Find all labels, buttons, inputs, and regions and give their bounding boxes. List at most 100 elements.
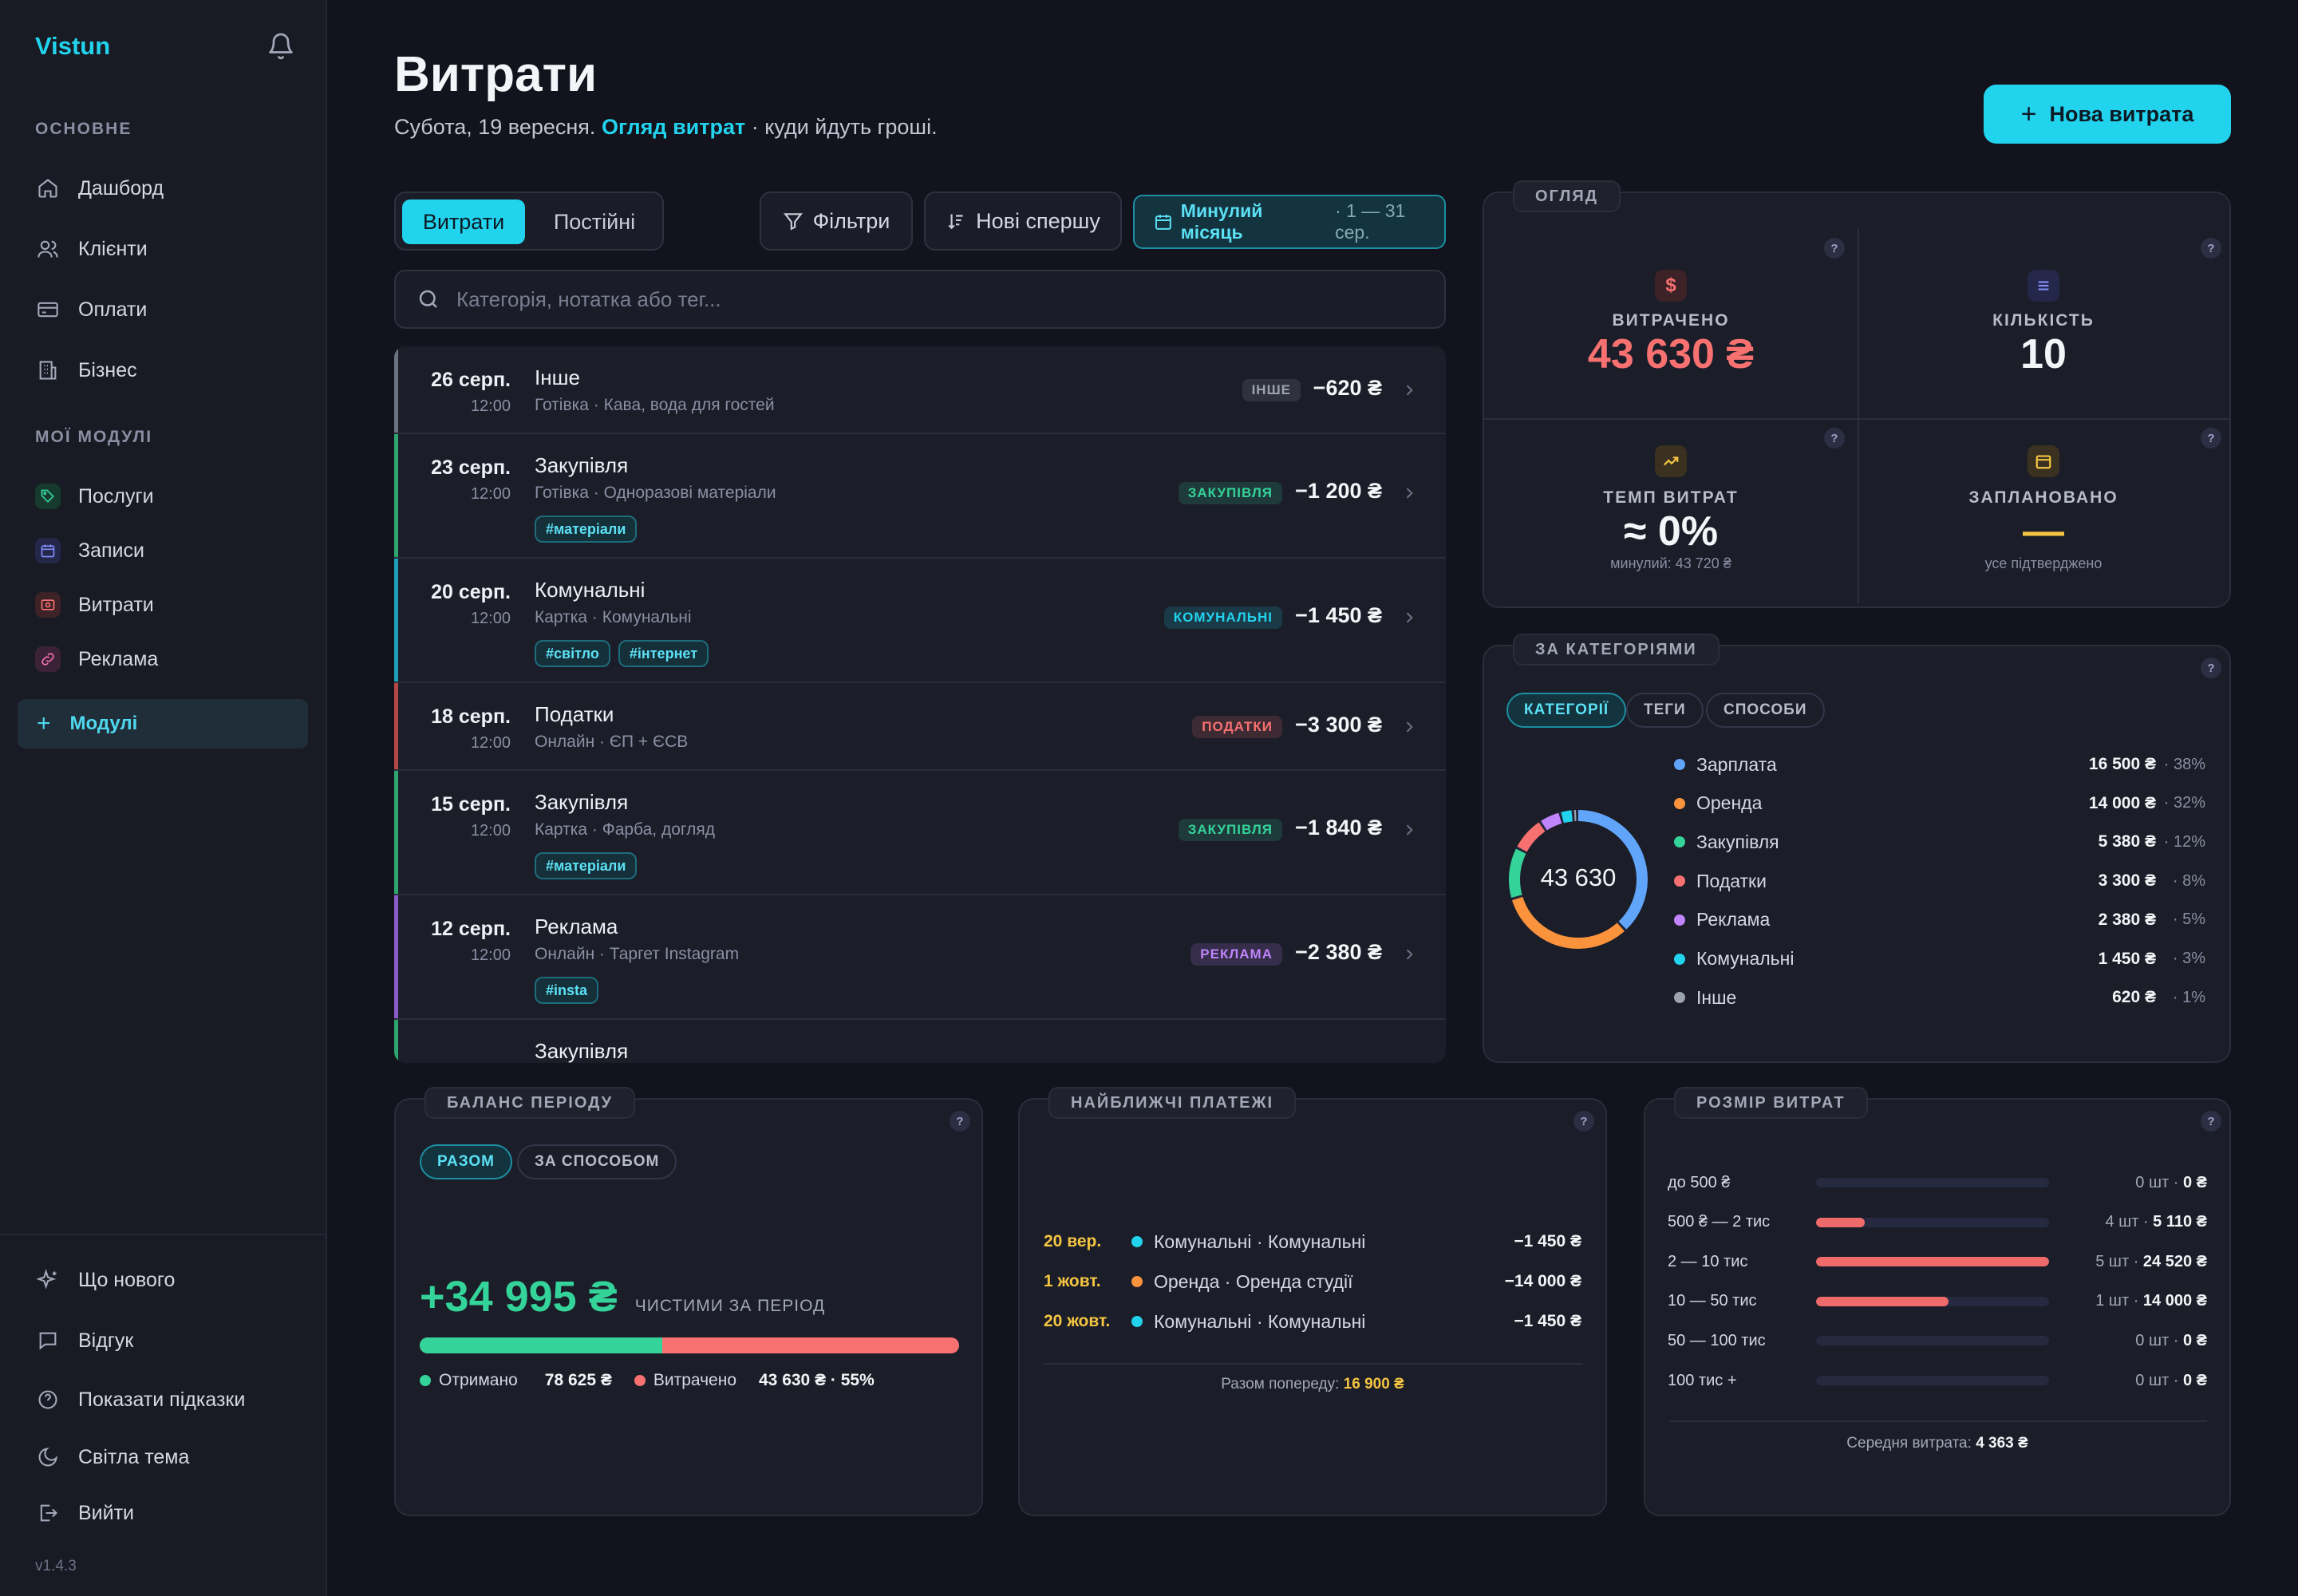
chevron-right-icon[interactable] (1401, 719, 1417, 735)
bucket-fill (1816, 1296, 1949, 1306)
upcoming-total-value: 16 900 ₴ (1343, 1376, 1404, 1393)
legend-dot (1131, 1316, 1143, 1327)
help-icon[interactable]: ? (2201, 428, 2221, 448)
category-percent: · 5% (2172, 911, 2205, 929)
tab-recurring[interactable]: Постійні (553, 209, 636, 234)
chevron-right-icon[interactable] (1401, 485, 1417, 501)
chevron-right-icon[interactable] (1401, 382, 1417, 398)
planned-label: ЗАПЛАНОВАНО (1968, 488, 2118, 507)
help-icon[interactable]: ? (1573, 1111, 1594, 1132)
chip-categories[interactable]: КАТЕГОРІЇ (1506, 693, 1627, 728)
search-icon (419, 290, 437, 308)
sidebar-item-show-hints[interactable]: Показати підказки (35, 1384, 245, 1416)
legend-dot (634, 1375, 646, 1386)
upcoming-payment-row[interactable]: 20 вер. Комунальні · Комунальні −1 450 ₴ (1044, 1226, 1581, 1258)
payment-date: 1 жовт. (1044, 1272, 1101, 1290)
expense-row[interactable]: 20 серп. 12:00 Комунальні Картка · Комуналь… (394, 559, 1446, 683)
help-icon[interactable]: ? (1824, 238, 1845, 259)
category-row[interactable]: Реклама 2 380 ₴ · 5% (1674, 904, 2205, 936)
help-icon[interactable]: ? (2201, 1111, 2221, 1132)
tab-expenses[interactable]: Витрати (402, 200, 525, 244)
help-icon[interactable]: ? (950, 1111, 970, 1132)
legend-dot (1131, 1276, 1143, 1287)
help-icon[interactable]: ? (2201, 658, 2221, 678)
expense-amount: −2 380 ₴ (1295, 940, 1382, 964)
size-bucket-row: 2 — 10 тис 5 шт · 24 520 ₴ (1668, 1246, 2207, 1278)
chip-total[interactable]: РАЗОМ (420, 1144, 512, 1179)
balance-bar (420, 1337, 959, 1353)
category-row[interactable]: Інше 620 ₴ · 1% (1674, 982, 2205, 1013)
chevron-right-icon[interactable] (1401, 822, 1417, 838)
sidebar-item-clients[interactable]: Клієнти (35, 233, 148, 265)
bucket-range: 500 ₴ — 2 тис (1668, 1213, 1771, 1231)
sidebar-item-ads[interactable]: Реклама (35, 643, 158, 675)
spent-value: 43 630 ₴ · 55% (759, 1371, 875, 1389)
sidebar-item-dashboard[interactable]: Дашборд (35, 172, 164, 204)
tag-chip[interactable]: #insta (535, 977, 599, 1004)
tag-chip[interactable]: #світло (535, 640, 610, 667)
donut-slice-0[interactable] (1509, 810, 1648, 949)
category-badge: РЕКЛАМА (1190, 943, 1282, 966)
category-percent: · 32% (2163, 794, 2205, 812)
chevron-right-icon[interactable] (1401, 946, 1417, 962)
chip-methods[interactable]: СПОСОБИ (1706, 693, 1825, 728)
expense-row[interactable]: 23 серп. 12:00 Закупівля Готівка · Одноразо… (394, 434, 1446, 559)
category-row[interactable]: Комунальні 1 450 ₴ · 3% (1674, 943, 2205, 975)
expense-row[interactable]: 15 серп. 12:00 Закупівля Картка · Фарба, до… (394, 771, 1446, 895)
category-name: Податки (1696, 870, 1767, 891)
sidebar-item-light-theme[interactable]: Світла тема (35, 1441, 189, 1473)
upcoming-total: Разом попереду: 16 900 ₴ (1020, 1376, 1605, 1393)
bucket-track (1816, 1296, 2049, 1306)
bell-icon[interactable] (267, 32, 295, 61)
help-icon[interactable]: ? (2201, 238, 2221, 259)
category-row[interactable]: Податки 3 300 ₴ · 8% (1674, 865, 2205, 897)
sidebar-item-business[interactable]: Бізнес (35, 354, 137, 386)
category-row[interactable]: Зарплата 16 500 ₴ · 38% (1674, 749, 2205, 780)
chip-by-method[interactable]: ЗА СПОСОБОМ (517, 1144, 677, 1179)
donut-slice-1[interactable] (1509, 810, 1648, 949)
donut-slice-2[interactable] (1509, 810, 1648, 949)
plus-icon: + (37, 710, 51, 737)
subtitle-date: Субота, 19 вересня. (394, 115, 596, 139)
sort-button[interactable]: Нові спершу (924, 192, 1122, 251)
bucket-stats: 0 шт · 0 ₴ (2049, 1332, 2207, 1350)
expense-row[interactable]: 12 серп. 12:00 Реклама Онлайн · Таргет Inst… (394, 895, 1446, 1020)
help-icon[interactable]: ? (1824, 428, 1845, 448)
search-input[interactable] (456, 286, 1334, 312)
filters-button[interactable]: Фільтри (760, 192, 913, 251)
payment-amount: −1 450 ₴ (1514, 1312, 1581, 1330)
expense-row[interactable]: Закупівля (394, 1020, 1446, 1063)
link-icon (35, 646, 61, 672)
date-range-button[interactable]: Минулий місяць · 1 — 31 сер. (1133, 195, 1446, 249)
expense-subtitle: Готівка · Одноразові матеріали (535, 484, 776, 502)
sidebar-item-logout[interactable]: Вийти (35, 1497, 134, 1529)
sidebar-item-whats-new[interactable]: Що нового (35, 1264, 175, 1296)
app-logo[interactable]: Vistun (35, 32, 111, 60)
tag-chip[interactable]: #матеріали (535, 852, 638, 879)
new-expense-button[interactable]: + Нова витрата (1984, 85, 2231, 144)
sidebar-item-services[interactable]: Послуги (35, 480, 154, 512)
sidebar-item-records[interactable]: Записи (35, 535, 144, 567)
expense-row[interactable]: 18 серп. 12:00 Податки Онлайн · ЄП + ЄСВ −3 … (394, 683, 1446, 771)
size-bucket-row: 500 ₴ — 2 тис 4 шт · 5 110 ₴ (1668, 1207, 2207, 1238)
subtitle-link[interactable]: Огляд витрат (601, 115, 746, 139)
category-row[interactable]: Закупівля 5 380 ₴ · 12% (1674, 826, 2205, 858)
sidebar-item-payments[interactable]: Оплати (35, 294, 147, 326)
sidebar-item-label: Витрати (78, 593, 154, 616)
category-color-bar (394, 1020, 398, 1063)
upcoming-payment-row[interactable]: 1 жовт. Оренда · Оренда студії −14 000 ₴ (1044, 1266, 1581, 1298)
sidebar-item-label: Реклама (78, 647, 159, 670)
upcoming-card: НАЙБЛИЖЧІ ПЛАТЕЖІ ? Разом попереду: 16 9… (1018, 1087, 1607, 1516)
chip-tags[interactable]: ТЕГИ (1626, 693, 1704, 728)
upcoming-payment-row[interactable]: 20 жовт. Комунальні · Комунальні −1 450 ₴ (1044, 1306, 1581, 1337)
modules-button[interactable]: + Модулі (18, 699, 308, 749)
tag-chip[interactable]: #матеріали (535, 516, 638, 543)
tag-chip[interactable]: #інтернет (618, 640, 709, 667)
chevron-right-icon[interactable] (1401, 610, 1417, 626)
expense-row[interactable]: 26 серп. 12:00 Інше Готівка · Кава, вода дл… (394, 346, 1446, 434)
sidebar-item-expenses[interactable]: Витрати (35, 589, 154, 621)
expense-subtitle: Онлайн · ЄП + ЄСВ (535, 733, 689, 751)
size-bucket-row: 50 — 100 тис 0 шт · 0 ₴ (1668, 1325, 2207, 1357)
sidebar-item-feedback[interactable]: Відгук (35, 1325, 133, 1357)
category-row[interactable]: Оренда 14 000 ₴ · 32% (1674, 788, 2205, 820)
